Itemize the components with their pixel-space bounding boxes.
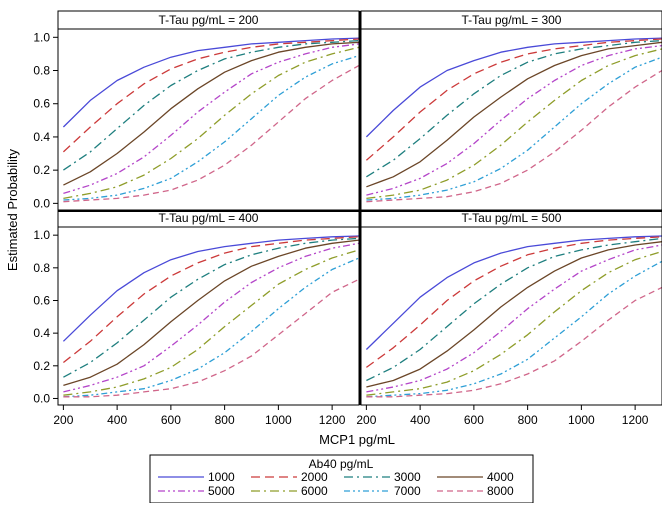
panel-title: T-Tau pg/mL = 300 [462, 13, 562, 27]
x-tick-label: 1200 [319, 413, 346, 427]
y-tick-label: 0.0 [33, 391, 50, 405]
series-line-2000 [366, 236, 662, 368]
legend: Ab40 pg/mL 1000 2000 3000 4000 5000 6000 7000 8… [149, 454, 534, 504]
panel-frame [360, 28, 662, 211]
x-tick-label: 200 [53, 413, 73, 427]
y-tick-label: 0.0 [33, 196, 50, 210]
legend-label-5000: 5000 [208, 484, 235, 498]
series-line-4000 [63, 41, 359, 186]
y-tick-label: 1.0 [33, 228, 50, 242]
series-line-5000 [366, 44, 662, 196]
panel-series-group [62, 37, 359, 203]
legend-label-6000: 6000 [301, 484, 328, 498]
legend-items: 1000 2000 3000 4000 5000 6000 7000 8000 [158, 470, 514, 498]
y-tick-label: 0.8 [33, 261, 50, 275]
legend-label-1000: 1000 [208, 470, 235, 484]
ticks-layer: 0.0 0.2 0.4 0.6 0.8 1.0 0.0 0.2 0.4 0.6 0.8 1.0 200 4… [33, 30, 648, 427]
panel-title: T-Tau pg/mL = 200 [159, 13, 259, 27]
legend-box [149, 454, 534, 504]
series-line-8000 [366, 69, 662, 203]
series-line-3000 [63, 237, 359, 378]
series-line-2000 [365, 38, 662, 161]
panel-series-group [62, 235, 359, 398]
series-line-6000 [63, 249, 359, 396]
x-tick-label: 400 [410, 413, 430, 427]
panel-4: T-Tau pg/mL = 500 [360, 210, 662, 406]
series-line-7000 [63, 257, 359, 398]
series-line-8000 [63, 64, 359, 203]
panel-1: T-Tau pg/mL = 200 [57, 10, 360, 211]
series-line-7000 [366, 260, 662, 398]
series-line-2000 [62, 38, 359, 153]
y-tick-label: 0.4 [33, 130, 50, 144]
x-tick-label: 600 [161, 413, 181, 427]
x-tick-label: 1000 [568, 413, 595, 427]
series-line-5000 [63, 242, 359, 393]
legend-label-4000: 4000 [487, 470, 514, 484]
x-tick-label: 1000 [265, 413, 292, 427]
series-line-2000 [62, 236, 359, 364]
legend-label-3000: 3000 [394, 470, 421, 484]
series-line-6000 [63, 46, 359, 200]
series-line-1000 [62, 37, 359, 128]
series-line-5000 [63, 43, 359, 195]
series-line-1000 [365, 235, 662, 350]
x-tick-label: 600 [464, 413, 484, 427]
series-line-1000 [62, 235, 359, 342]
x-tick-label: 400 [107, 413, 127, 427]
panel-frame [360, 226, 662, 406]
x-tick-label: 800 [215, 413, 235, 427]
y-tick-label: 0.2 [33, 163, 50, 177]
y-tick-label: 0.6 [33, 97, 50, 111]
series-line-6000 [366, 48, 662, 200]
legend-title: Ab40 pg/mL [309, 457, 374, 471]
panel-title: T-Tau pg/mL = 500 [462, 211, 562, 225]
y-tick-label: 0.4 [33, 326, 50, 340]
x-axis-label: MCP1 pg/mL [319, 432, 395, 447]
panel-title: T-Tau pg/mL = 400 [159, 211, 259, 225]
series-line-7000 [366, 56, 662, 201]
panel-series-group [365, 37, 662, 203]
x-tick-label: 800 [518, 413, 538, 427]
series-line-8000 [366, 286, 662, 398]
legend-label-2000: 2000 [301, 470, 328, 484]
series-line-3000 [366, 39, 662, 178]
legend-label-7000: 7000 [394, 484, 421, 498]
series-line-8000 [63, 278, 359, 398]
panels-layer: T-Tau pg/mL = 200 T-Tau pg/mL = 300 T-Tau … [57, 10, 662, 406]
panel-series-group [365, 235, 662, 398]
y-tick-label: 0.8 [33, 64, 50, 78]
y-tick-label: 1.0 [33, 30, 50, 44]
series-line-4000 [63, 239, 359, 387]
y-axis-label: Estimated Probability [5, 148, 20, 271]
y-tick-label: 0.2 [33, 359, 50, 373]
series-line-1000 [365, 37, 662, 138]
y-tick-label: 0.6 [33, 293, 50, 307]
series-line-3000 [63, 39, 359, 171]
series-line-6000 [366, 250, 662, 396]
panel-2: T-Tau pg/mL = 300 [360, 10, 662, 211]
x-tick-label: 200 [356, 413, 376, 427]
series-line-3000 [366, 237, 662, 382]
series-line-4000 [366, 241, 662, 388]
series-line-5000 [366, 244, 662, 393]
legend-label-8000: 8000 [487, 484, 514, 498]
series-line-4000 [366, 41, 662, 188]
panel-3: T-Tau pg/mL = 400 [57, 210, 360, 406]
x-tick-label: 1200 [622, 413, 649, 427]
